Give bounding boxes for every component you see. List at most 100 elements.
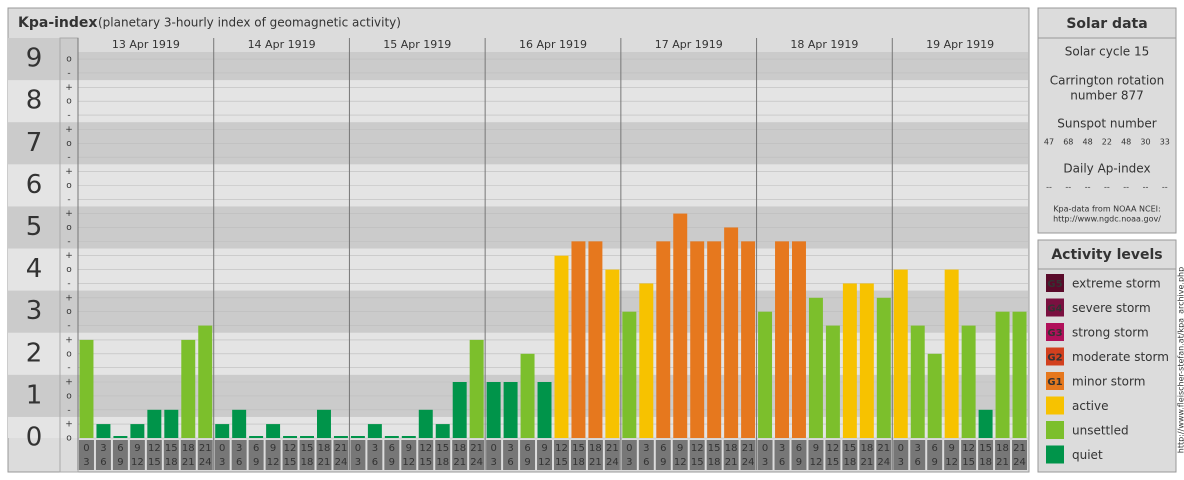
hour-box <box>706 440 722 470</box>
bar <box>690 241 705 438</box>
hour-box <box>95 440 111 470</box>
bar <box>741 241 756 438</box>
legend-swatch <box>1046 274 1064 292</box>
hour-box <box>757 440 773 470</box>
hour-box <box>587 440 603 470</box>
hour-end: 18 <box>844 457 857 468</box>
bar <box>79 339 94 438</box>
hour-end: 15 <box>691 457 704 468</box>
minor-tick-label: o <box>66 181 72 191</box>
sunspot-value: 30 <box>1140 138 1150 147</box>
bar <box>333 436 348 438</box>
hour-start: 15 <box>844 443 857 454</box>
hour-end: 9 <box>524 457 530 468</box>
hour-end: 21 <box>318 457 331 468</box>
y-tick-label: 3 <box>26 296 43 326</box>
hour-start: 12 <box>419 443 432 454</box>
hour-box <box>689 440 705 470</box>
bar <box>961 325 976 438</box>
minor-tick-label: - <box>67 405 70 415</box>
hour-end: 6 <box>372 457 378 468</box>
bar <box>639 283 654 438</box>
bar <box>283 436 298 438</box>
hour-end: 6 <box>236 457 242 468</box>
hour-box <box>774 440 790 470</box>
sunspot-value: 47 <box>1044 138 1054 147</box>
legend-code: G2 <box>1047 353 1062 364</box>
bar <box>147 409 162 438</box>
legend-code: G3 <box>1047 328 1062 339</box>
hour-box <box>808 440 824 470</box>
hour-start: 15 <box>708 443 721 454</box>
day-label: 13 Apr 1919 <box>112 38 180 51</box>
hour-end: 24 <box>335 457 348 468</box>
hour-box <box>655 440 671 470</box>
day-label: 16 Apr 1919 <box>519 38 587 51</box>
hour-start: 21 <box>1013 443 1026 454</box>
ap-value: -- <box>1065 183 1071 192</box>
solar-title: Solar data <box>1066 16 1147 32</box>
legend-swatch <box>1046 445 1064 464</box>
hour-start: 6 <box>524 443 530 454</box>
bar <box>266 424 281 438</box>
bar <box>503 382 518 438</box>
minor-tick-label: + <box>65 293 73 303</box>
bar <box>317 409 331 438</box>
hour-box <box>401 440 417 470</box>
hour-end: 15 <box>555 457 568 468</box>
hour-end: 15 <box>827 457 840 468</box>
day-label: 17 Apr 1919 <box>655 38 723 51</box>
hour-end: 18 <box>572 457 585 468</box>
hour-end: 6 <box>915 457 921 468</box>
legend-code: G4 <box>1047 304 1062 315</box>
hour-end: 24 <box>199 457 212 468</box>
legend-swatch <box>1046 421 1064 439</box>
legend-label: unsettled <box>1072 424 1129 438</box>
bar <box>825 325 840 438</box>
bar <box>995 311 1010 438</box>
ap-value: -- <box>1046 183 1052 192</box>
hour-start: 18 <box>318 443 331 454</box>
bar <box>910 325 925 438</box>
hour-start: 21 <box>335 443 348 454</box>
hour-end: 12 <box>945 457 958 468</box>
hour-start: 6 <box>117 443 123 454</box>
hour-start: 21 <box>606 443 619 454</box>
sunspot-value: 48 <box>1083 138 1093 147</box>
hour-end: 6 <box>643 457 649 468</box>
hour-start: 12 <box>148 443 161 454</box>
legend-label: moderate storm <box>1072 350 1169 364</box>
day-header <box>78 38 1028 52</box>
y-tick-label: 1 <box>26 380 43 410</box>
hour-box <box>163 440 179 470</box>
hour-start: 21 <box>742 443 755 454</box>
ap-value: -- <box>1123 183 1129 192</box>
hour-start: 3 <box>915 443 921 454</box>
hour-start: 15 <box>165 443 178 454</box>
bar <box>537 382 552 438</box>
hour-start: 6 <box>796 443 802 454</box>
hour-start: 9 <box>134 443 140 454</box>
hour-box <box>486 440 502 470</box>
hour-end: 6 <box>779 457 785 468</box>
hour-end: 3 <box>219 457 225 468</box>
hour-box <box>791 440 807 470</box>
hour-start: 9 <box>948 443 954 454</box>
minor-tick-label: o <box>66 55 72 65</box>
hour-box <box>520 440 536 470</box>
bar <box>350 436 365 438</box>
hour-end: 12 <box>674 457 687 468</box>
hour-box <box>316 440 332 470</box>
hour-start: 9 <box>406 443 412 454</box>
y-tick-label: 9 <box>26 44 43 74</box>
hour-end: 15 <box>284 457 297 468</box>
solar-panel <box>1037 7 1177 234</box>
hour-start: 3 <box>507 443 513 454</box>
hour-start: 3 <box>236 443 242 454</box>
hour-end: 6 <box>507 457 513 468</box>
minor-tick-label: + <box>65 125 73 135</box>
bar <box>775 241 789 438</box>
ap-value: -- <box>1143 183 1149 192</box>
chart-subtitle: (planetary 3-hourly index of geomagnetic… <box>98 16 401 30</box>
minor-tick-label: + <box>65 335 73 345</box>
